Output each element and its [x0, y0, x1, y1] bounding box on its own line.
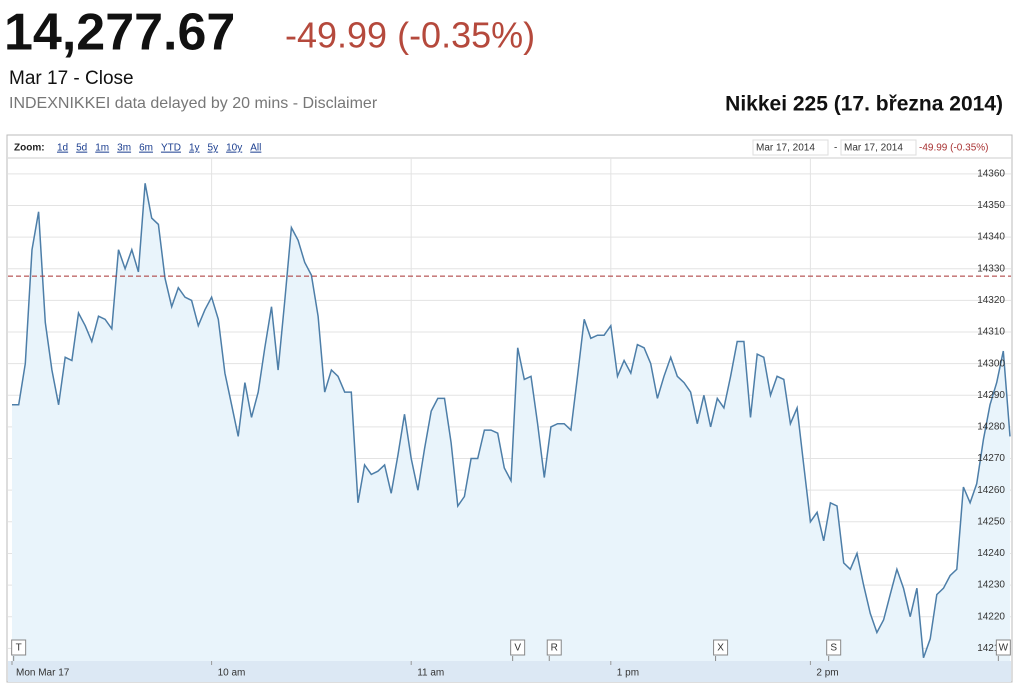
zoom-option[interactable]: 1y: [189, 143, 200, 154]
range-change: -49.99 (-0.35%): [919, 143, 988, 154]
y-tick-label: 14220: [977, 611, 1005, 622]
event-marker: [11, 639, 27, 656]
y-tick-label: 14360: [977, 168, 1005, 179]
zoom-option[interactable]: 6m: [139, 143, 153, 154]
event-label: V: [514, 643, 521, 654]
area: [12, 183, 1010, 662]
y-tick-label: 14240: [977, 548, 1005, 559]
price-change: -49.99 (-0.35%): [285, 15, 535, 56]
y-tick-label: 14260: [977, 485, 1005, 496]
range-box: [752, 139, 829, 156]
range-separator: -: [834, 143, 837, 154]
x-tick-label: 2 pm: [816, 668, 838, 679]
event-label: W: [999, 643, 1009, 654]
zoom-option[interactable]: 1d: [57, 143, 68, 154]
range-box: [840, 139, 917, 156]
y-tick-label: 14270: [977, 453, 1005, 464]
y-tick-label: 14250: [977, 516, 1005, 527]
x-tick-label: 1 pm: [617, 668, 639, 679]
y-tick-label: 14330: [977, 263, 1005, 274]
event-marker: [826, 639, 842, 656]
event-marker: [510, 639, 526, 656]
event-label: T: [16, 643, 22, 654]
zoom-options: 1d 5d 1m 3m 6m YTD 1y 5y 10y All: [57, 143, 261, 154]
zoom-option[interactable]: 5y: [208, 143, 219, 154]
y-tick-label: 14300: [977, 358, 1005, 369]
y-tick-label: 14340: [977, 232, 1005, 243]
source-note: INDEXNIKKEI data delayed by 20 mins - Di…: [9, 95, 378, 112]
chart-title: Nikkei 225 (17. března 2014): [725, 93, 1003, 116]
x-tick-label: 11 am: [417, 668, 444, 679]
range-end: Mar 17, 2014: [844, 143, 903, 154]
event-marker: [546, 639, 562, 656]
y-tick-label: 14210: [977, 643, 1005, 654]
range-start: Mar 17, 2014: [756, 143, 815, 154]
x-axis-strip: [8, 661, 1011, 682]
y-tick-label: 14280: [977, 422, 1005, 433]
zoom-option[interactable]: YTD: [161, 143, 181, 154]
zoom-option[interactable]: All: [250, 143, 261, 154]
price: 14,277.67: [4, 4, 235, 62]
zoom-option[interactable]: 5d: [76, 143, 87, 154]
event-label: X: [717, 643, 724, 654]
y-tick-label: 14350: [977, 200, 1005, 211]
x-tick-label: 10 am: [218, 668, 246, 679]
zoom-option[interactable]: 3m: [117, 143, 131, 154]
y-tick-label: 14230: [977, 580, 1005, 591]
event-marker: [995, 639, 1011, 656]
y-tick-label: 14310: [977, 327, 1005, 338]
event-label: S: [830, 643, 837, 654]
y-tick-label: 14290: [977, 390, 1005, 401]
event-label: R: [551, 643, 558, 654]
zoom-option[interactable]: 1m: [95, 143, 109, 154]
x-tick-label: Mon Mar 17: [16, 668, 70, 679]
y-tick-label: 14320: [977, 295, 1005, 306]
price-line: [12, 183, 1011, 659]
zoom-label: Zoom:: [14, 143, 45, 154]
date-label: Mar 17 - Close: [9, 68, 134, 89]
zoom-option[interactable]: 10y: [226, 143, 242, 154]
event-marker: [713, 639, 729, 656]
